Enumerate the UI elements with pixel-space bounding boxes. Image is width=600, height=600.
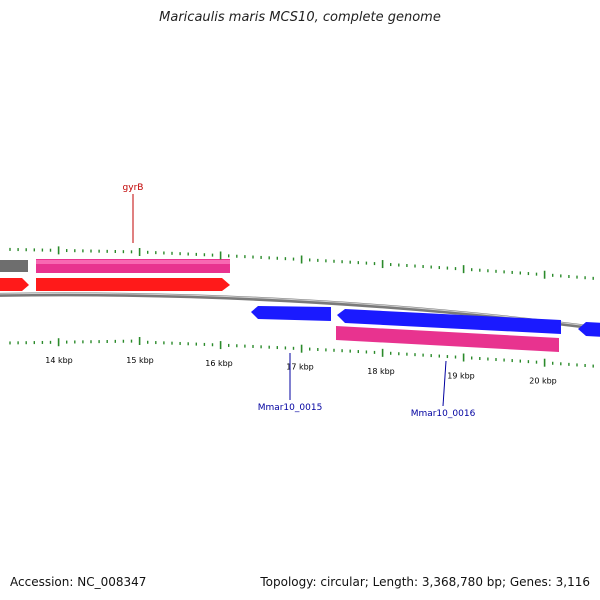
cds-Mmar10_0016-arrow — [337, 309, 561, 334]
coordinate-tick-labels: 14 kbp 15 kbp 16 kbp 17 kbp 18 kbp 19 kbp 20 k… — [45, 356, 557, 386]
tick-label-15-kbp: 15 kbp — [126, 356, 154, 365]
gene-gray-bar — [0, 260, 28, 272]
cds-reverse-arrow-right — [578, 322, 600, 337]
gene-label-gyrB: gyrB — [123, 183, 144, 193]
topology-summary: Topology: circular; Length: 3,368,780 bp… — [260, 575, 590, 589]
gene-Mmar10_0016-bar — [336, 326, 559, 352]
tick-label-20-kbp: 20 kbp — [529, 377, 557, 386]
gene-Mmar10_0016-pointer — [442, 360, 447, 407]
tick-label-16-kbp: 16 kbp — [205, 359, 233, 368]
tick-label-14-kbp: 14 kbp — [45, 356, 73, 365]
map-title: Maricaulis maris MCS10, complete genome — [159, 10, 441, 25]
cds-Mmar10_0015-arrow — [251, 306, 331, 321]
coordinate-ticks — [9, 246, 594, 368]
gene-label-Mmar10_0016: Mmar10_0016 — [411, 409, 476, 419]
accession-text: Accession: NC_008347 — [10, 575, 147, 589]
gene-label-Mmar10_0015: Mmar10_0015 — [258, 403, 323, 413]
cds-gyrB-arrow — [36, 278, 230, 291]
cds-forward-arrow-left — [0, 278, 29, 291]
tick-label-18-kbp: 18 kbp — [367, 367, 395, 376]
tick-label-17-kbp: 17 kbp — [286, 363, 314, 372]
tick-label-19-kbp: 19 kbp — [447, 371, 475, 380]
gene-gyrB-bar-shine — [36, 260, 230, 264]
